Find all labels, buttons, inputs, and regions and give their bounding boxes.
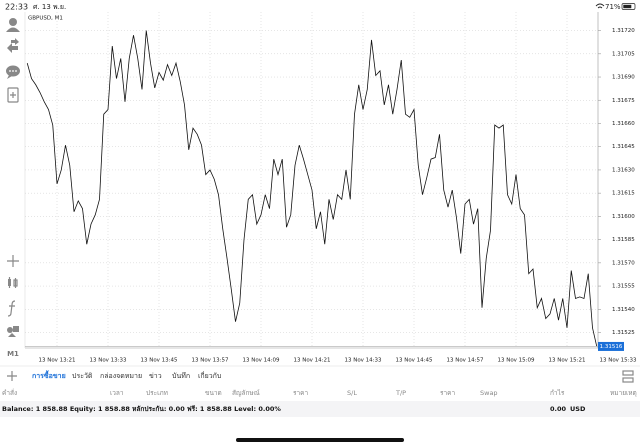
add-button[interactable]: [7, 371, 17, 381]
y-tick-label: 1.31540: [612, 307, 635, 313]
column-label: ขนาด: [205, 389, 222, 397]
column-header: คำสั่ง เวลา ประเภท ขนาด สัญลักษณ์ ราคา S/L T/P ร…: [2, 388, 637, 397]
y-tick-label: 1.31660: [612, 121, 635, 127]
price-line: [26, 30, 598, 347]
y-tick-label: 1.31630: [612, 167, 635, 173]
timeframe-button[interactable]: M1: [7, 350, 19, 358]
crosshair-button[interactable]: [7, 255, 19, 267]
toolbar: M1: [6, 18, 20, 358]
tab[interactable]: ประวัติ: [72, 372, 93, 380]
indicators-button[interactable]: [7, 300, 16, 317]
x-tick-label: 13 Nov 14:45: [395, 358, 433, 364]
column-label: หมายเหตุ: [610, 389, 637, 397]
x-tick-label: 13 Nov 15:09: [497, 358, 535, 364]
column-label: ราคา: [440, 389, 455, 397]
status-time: 22:33: [5, 3, 28, 12]
currency: USD: [570, 405, 586, 413]
account-summary: Balance: 1 858.88 Equity: 1 858.88 หลักป…: [2, 405, 281, 413]
x-tick-label: 13 Nov 14:21: [293, 358, 330, 364]
y-tick-label: 1.31645: [612, 144, 635, 150]
y-tick-label: 1.31720: [612, 28, 635, 34]
x-tick-label: 13 Nov 13:45: [140, 358, 178, 364]
status-date: ศ. 13 พ.ย.: [33, 3, 66, 11]
last-price-box: [598, 341, 624, 351]
tab[interactable]: เกี่ยวกับ: [198, 371, 221, 380]
trade-button[interactable]: [7, 38, 19, 53]
y-tick-label: 1.31690: [612, 75, 635, 81]
column-label: เวลา: [110, 389, 124, 397]
battery-icon: [621, 3, 636, 10]
column-label: ประเภท: [146, 389, 168, 397]
total-profit: 0.00: [550, 405, 567, 413]
y-tick-label: 1.31570: [612, 260, 635, 266]
y-tick-label: 1.31525: [612, 330, 635, 336]
tab[interactable]: บันทึก: [172, 371, 190, 380]
column-label: T/P: [395, 389, 406, 397]
summary-row: [0, 401, 640, 417]
wifi-icon: [595, 3, 605, 9]
chart-type-button[interactable]: [8, 277, 18, 288]
tab[interactable]: ข่าว: [149, 372, 162, 380]
layout-button[interactable]: [622, 370, 634, 383]
column-label: คำสั่ง: [2, 388, 17, 397]
y-tick-label: 1.31705: [612, 51, 635, 57]
y-tick-label: 1.31600: [612, 214, 635, 220]
x-tick-label: 13 Nov 14:33: [344, 358, 382, 364]
objects-button[interactable]: [7, 326, 19, 337]
home-indicator: [236, 438, 404, 442]
column-label: ราคา: [293, 389, 308, 397]
battery-fill: [623, 4, 632, 9]
column-label: สัญลักษณ์: [232, 389, 260, 397]
chat-button[interactable]: [6, 65, 20, 80]
tab[interactable]: การซื้อขาย: [32, 369, 66, 380]
tab-bar: การซื้อขาย ประวัติ กล่องจดหมาย ข่าว บันทึก เก…: [32, 369, 221, 380]
x-tick-label: 13 Nov 15:33: [599, 358, 637, 364]
last-price-label: 1.31516: [600, 344, 623, 350]
x-tick-label: 13 Nov 13:21: [38, 358, 75, 364]
x-tick-label: 13 Nov 14:57: [446, 358, 484, 364]
battery-level: 71%: [605, 3, 621, 11]
y-tick-label: 1.31675: [612, 98, 635, 104]
column-label: กำไร: [550, 389, 565, 397]
column-label: Swap: [480, 389, 498, 397]
chart-title: GBPUSD, M1: [28, 16, 63, 22]
chart: 1.31720 1.31705 1.31690 1.31675 1.31660 1.316…: [25, 12, 637, 364]
y-tick-label: 1.31555: [612, 284, 635, 290]
column-label: S/L: [347, 389, 357, 397]
y-tick-label: 1.31585: [612, 237, 635, 243]
x-tick-label: 13 Nov 13:33: [89, 358, 127, 364]
accounts-button[interactable]: [6, 18, 20, 32]
new-order-button[interactable]: [7, 87, 19, 103]
x-tick-label: 13 Nov 13:57: [191, 358, 229, 364]
x-tick-label: 13 Nov 15:21: [548, 358, 585, 364]
tab[interactable]: กล่องจดหมาย: [100, 372, 142, 380]
y-tick-label: 1.31615: [612, 191, 635, 197]
x-tick-label: 13 Nov 14:09: [242, 358, 280, 364]
